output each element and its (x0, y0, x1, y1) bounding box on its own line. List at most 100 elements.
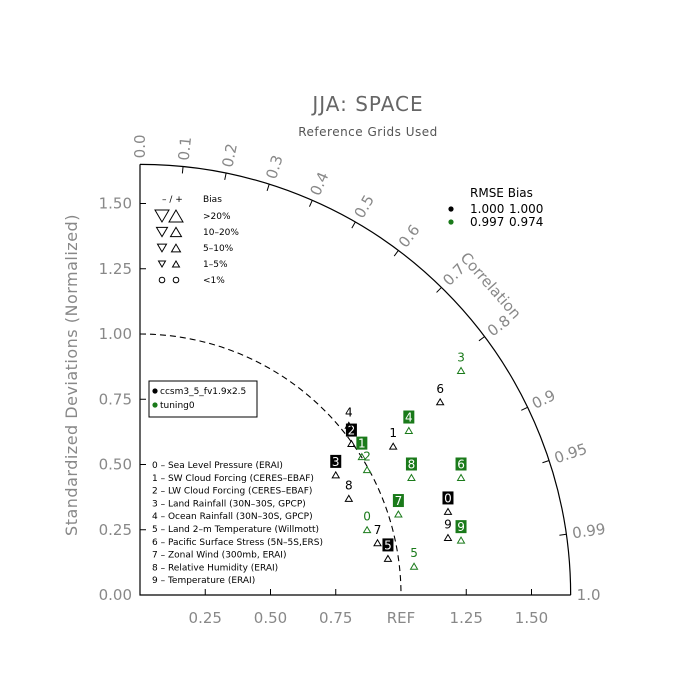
correlation-tick-mark (393, 250, 399, 257)
point-marker (394, 510, 403, 518)
point-tuning0-2: 2 (362, 450, 372, 474)
point-tuning0-1: 1 (356, 436, 368, 461)
point-tuning0-6: 6 (455, 457, 467, 481)
point-tuning0-5: 5 (409, 546, 419, 570)
point-marker (456, 473, 466, 481)
bias-legend-down-triangle (155, 226, 169, 238)
variable-legend-item: 6 – Pacific Surface Stress (5N–5S,ERS) (152, 538, 323, 548)
correlation-tick-label: 0.2 (219, 142, 241, 169)
point-marker (456, 536, 466, 544)
variable-legend-item: 2 – LW Cloud Forcing (CERES–EBAF) (152, 487, 312, 497)
point-label: 9 (457, 520, 465, 534)
variable-legend-item: 8 – Relative Humidity (ERAI) (152, 563, 278, 573)
case-legend-marker (152, 388, 158, 394)
axis-lines (139, 164, 571, 596)
point-marker (443, 533, 453, 542)
correlation-tick-label: 0.99 (571, 520, 607, 543)
variable-legend-item: 0 – Sea Level Pressure (ERAI) (152, 461, 283, 471)
point-marker (344, 421, 354, 429)
y-tick-label: 0.25 (99, 521, 132, 539)
case-legend-marker (152, 402, 158, 408)
point-label: 4 (405, 411, 413, 425)
point-ccsm3-1: 1 (388, 426, 398, 450)
variable-legend-item: 3 – Land Rainfall (30N–30S, GPCP) (152, 499, 306, 509)
y-tick-label: 1.50 (99, 195, 132, 213)
legends-group: – / + Bias >20% 10–20% 5–10% 1–5% <1% RMSE Bias… (148, 186, 543, 586)
point-label-box (356, 436, 368, 450)
point-ccsm3-4: 4 (344, 405, 354, 429)
y-axis-label: Standardized Deviations (Normalized) (62, 214, 81, 536)
x-tick-label: 1.50 (515, 609, 548, 627)
correlation-tick-label: 0.0 (131, 134, 149, 158)
point-tuning0-8: 8 (405, 457, 417, 481)
x-tick-label: 1.25 (450, 609, 483, 627)
point-label: 3 (332, 455, 340, 469)
y-tick-label: 0.75 (99, 390, 132, 408)
bias-legend-label: >20% (203, 212, 231, 222)
variable-legend-item: 9 – Temperature (ERAI) (152, 576, 255, 586)
point-label: 5 (384, 538, 392, 552)
point-label-box (405, 457, 417, 471)
correlation-tick-label: 0.9 (529, 386, 558, 413)
point-tuning0-4: 4 (403, 410, 415, 434)
point-tuning0-3: 3 (456, 350, 466, 374)
bias-legend-down-triangle (158, 276, 166, 284)
variable-legend-item: 7 – Zonal Wind (300mb, ERAI) (152, 551, 286, 561)
bias-value: 1.000 (509, 202, 543, 216)
point-ccsm3-9: 9 (443, 518, 453, 542)
correlation-tick-mark (521, 406, 528, 411)
point-marker (344, 494, 354, 502)
point-tuning0-9: 9 (455, 520, 467, 544)
correlation-tick-label: 0.4 (306, 169, 332, 198)
point-label-box (455, 520, 467, 534)
point-ccsm3-6: 6 (435, 382, 445, 406)
correlation-tick-mark (351, 221, 356, 229)
point-label: 7 (374, 523, 382, 537)
point-marker (373, 538, 382, 547)
rmse-value: 0.997 (470, 215, 504, 229)
point-label: 2 (348, 424, 356, 438)
y-tick-label: 0.50 (99, 456, 132, 474)
bias-legend-label: 10–20% (203, 228, 239, 238)
correlation-tick-label: 0.95 (552, 440, 589, 468)
x-tick-label: 0.25 (189, 609, 222, 627)
outer-arc (139, 163, 572, 596)
bias-legend-sign: – / + (162, 195, 183, 205)
bias-legend-down-triangle (157, 260, 167, 268)
bias-legend-up-triangle (168, 209, 184, 223)
point-marker (357, 452, 367, 461)
point-label: 1 (358, 437, 366, 451)
bias-value: 0.974 (509, 215, 543, 229)
point-label: 3 (457, 350, 465, 364)
point-marker (443, 507, 453, 515)
correlation-tick-mark (436, 287, 442, 293)
point-ccsm3-5: 5 (382, 538, 394, 562)
ref-label: REF (387, 609, 416, 627)
point-ccsm3-2: 2 (345, 423, 357, 448)
point-label-box (442, 491, 454, 505)
bias-legend-label: <1% (203, 276, 225, 286)
case-legend-box (148, 380, 258, 418)
correlation-axis-label: Correlation (457, 249, 525, 323)
variable-legend-item: 1 – SW Cloud Forcing (CERES–EBAF) (152, 474, 314, 484)
point-marker (409, 562, 419, 570)
point-label: 1 (389, 426, 397, 440)
rmse-bias-header: RMSE Bias (470, 186, 533, 200)
point-marker (383, 554, 393, 562)
correlation-tick-mark (266, 184, 270, 192)
point-ccsm3-7: 7 (373, 523, 382, 547)
point-label-box (392, 494, 404, 508)
bias-legend-label: 5–10% (203, 244, 234, 254)
y-tick-label: 1.00 (99, 325, 132, 343)
point-label: 0 (363, 510, 371, 524)
case-legend-label: tuning0 (160, 401, 195, 411)
bias-legend-down-triangle (154, 209, 170, 223)
rmse-bias-marker (448, 219, 454, 225)
correlation-tick-mark (478, 336, 485, 342)
point-ccsm3-8: 8 (344, 478, 354, 502)
point-label: 8 (408, 458, 416, 472)
point-label-box (345, 423, 357, 437)
correlation-tick-label: 0.1 (175, 136, 195, 162)
variable-legend-item: 4 – Ocean Rainfall (30N–30S, GPCP) (152, 512, 313, 522)
